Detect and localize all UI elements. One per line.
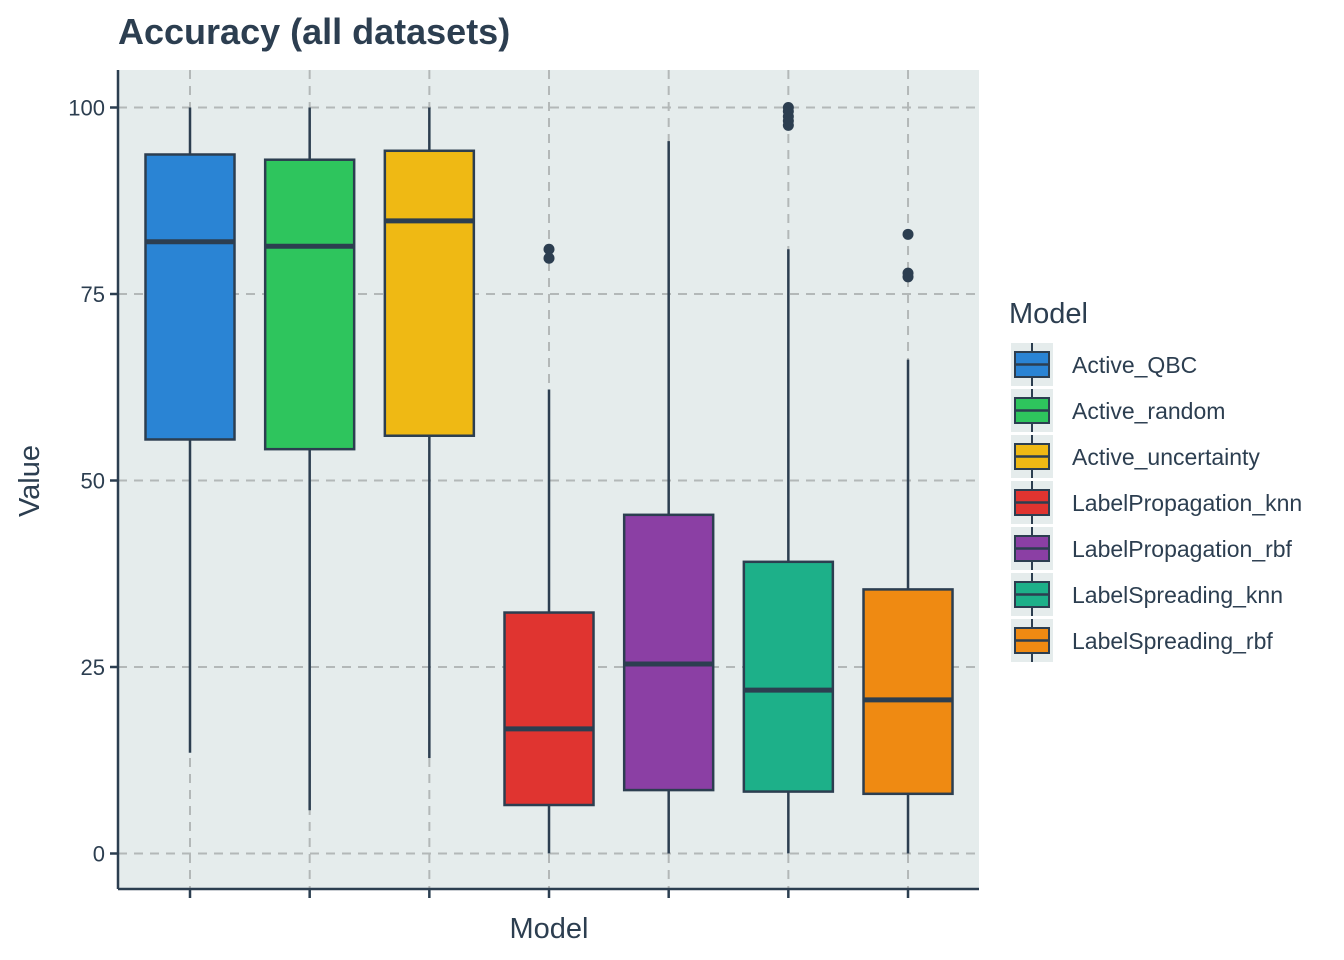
box-Active_random bbox=[263, 107, 356, 811]
y-tick-label: 75 bbox=[81, 282, 105, 307]
y-tick-label: 0 bbox=[93, 842, 105, 867]
legend: Active_QBC Active_random Active_uncertaint… bbox=[1011, 343, 1302, 662]
x-axis-title: Model bbox=[510, 913, 589, 945]
box-body bbox=[503, 611, 595, 807]
legend-label: Active_random bbox=[1072, 398, 1225, 424]
box-LabelPropagation_knn bbox=[503, 243, 595, 854]
legend-item-LabelSpreading_knn: LabelSpreading_knn bbox=[1011, 573, 1283, 616]
y-axis-ticks: 0 25 50 75 100 bbox=[68, 96, 118, 867]
legend-label: LabelSpreading_rbf bbox=[1072, 628, 1273, 654]
box-LabelSpreading_rbf bbox=[862, 228, 954, 854]
legend-label: LabelPropagation_rbf bbox=[1072, 536, 1293, 562]
box-body bbox=[263, 158, 356, 451]
y-tick-label: 100 bbox=[68, 96, 105, 121]
legend-label: Active_uncertainty bbox=[1072, 444, 1260, 470]
outlier-point bbox=[902, 228, 914, 240]
box-body bbox=[862, 588, 954, 796]
box-body bbox=[742, 560, 835, 793]
outlier-point bbox=[543, 252, 555, 264]
box-LabelPropagation_rbf bbox=[622, 141, 715, 854]
y-tick-label: 50 bbox=[81, 469, 105, 494]
legend-title: Model bbox=[1009, 298, 1088, 330]
outlier-point bbox=[543, 243, 555, 255]
legend-item-LabelPropagation_knn: LabelPropagation_knn bbox=[1011, 481, 1302, 524]
legend-item-LabelSpreading_rbf: LabelSpreading_rbf bbox=[1011, 619, 1273, 662]
box-body bbox=[144, 153, 236, 441]
box-body bbox=[622, 513, 715, 792]
legend-item-Active_QBC: Active_QBC bbox=[1011, 343, 1197, 386]
legend-item-Active_uncertainty: Active_uncertainty bbox=[1011, 435, 1260, 478]
box-LabelSpreading_knn bbox=[742, 102, 835, 854]
y-tick-label: 25 bbox=[81, 655, 105, 680]
box-Active_QBC bbox=[144, 107, 236, 753]
y-axis-title: Value bbox=[14, 445, 46, 517]
legend-item-LabelPropagation_rbf: LabelPropagation_rbf bbox=[1011, 527, 1293, 570]
box-group bbox=[144, 102, 954, 854]
x-axis-ticks bbox=[188, 889, 910, 898]
outlier-point bbox=[902, 267, 914, 279]
box-body bbox=[383, 149, 476, 437]
box-Active_uncertainty bbox=[383, 107, 476, 759]
legend-label: LabelSpreading_knn bbox=[1072, 582, 1283, 608]
chart-title: Accuracy (all datasets) bbox=[118, 11, 510, 52]
legend-label: Active_QBC bbox=[1072, 352, 1197, 378]
legend-item-Active_random: Active_random bbox=[1011, 389, 1225, 432]
outlier-point bbox=[782, 102, 794, 113]
legend-label: LabelPropagation_knn bbox=[1072, 490, 1302, 516]
